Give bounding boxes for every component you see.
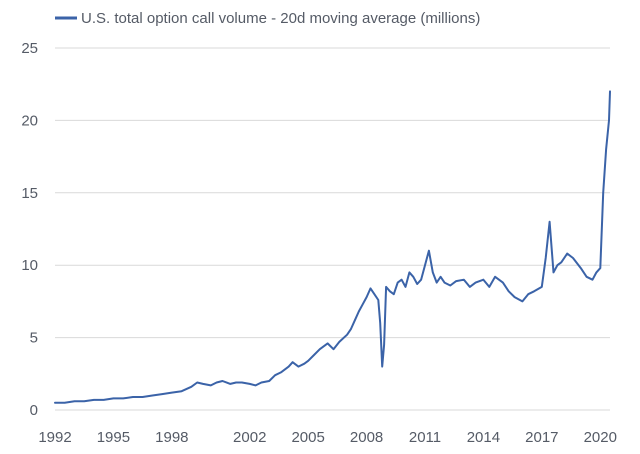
x-tick-label: 2005 bbox=[291, 429, 324, 446]
x-tick-label: 1998 bbox=[155, 429, 188, 446]
x-tick-label: 1995 bbox=[97, 429, 130, 446]
legend-label: U.S. total option call volume - 20d movi… bbox=[81, 10, 480, 27]
x-tick-label: 2014 bbox=[467, 429, 500, 446]
x-tick-label: 2002 bbox=[233, 429, 266, 446]
x-axis-ticks: 1992 1995 1998 2002 2005 2008 2011 2014 2017 2020 bbox=[38, 429, 617, 446]
x-tick-label: 2008 bbox=[350, 429, 383, 446]
series-line-0 bbox=[54, 90, 611, 404]
x-tick-label: 2020 bbox=[584, 429, 617, 446]
x-tick-label: 2011 bbox=[409, 429, 441, 446]
y-tick-label: 5 bbox=[30, 330, 38, 347]
y-tick-label: 15 bbox=[21, 185, 38, 202]
x-tick-label: 1992 bbox=[38, 429, 71, 446]
series-layer bbox=[54, 90, 611, 404]
x-tick-label: 2017 bbox=[525, 429, 558, 446]
legend: U.S. total option call volume - 20d movi… bbox=[55, 10, 480, 27]
y-tick-label: 20 bbox=[21, 112, 38, 129]
y-tick-label: 10 bbox=[21, 257, 38, 274]
y-axis-ticks: 0 5 10 15 20 25 bbox=[21, 40, 38, 419]
y-tick-label: 25 bbox=[21, 40, 38, 57]
y-tick-label: 0 bbox=[30, 402, 38, 419]
gridlines bbox=[55, 47, 610, 411]
